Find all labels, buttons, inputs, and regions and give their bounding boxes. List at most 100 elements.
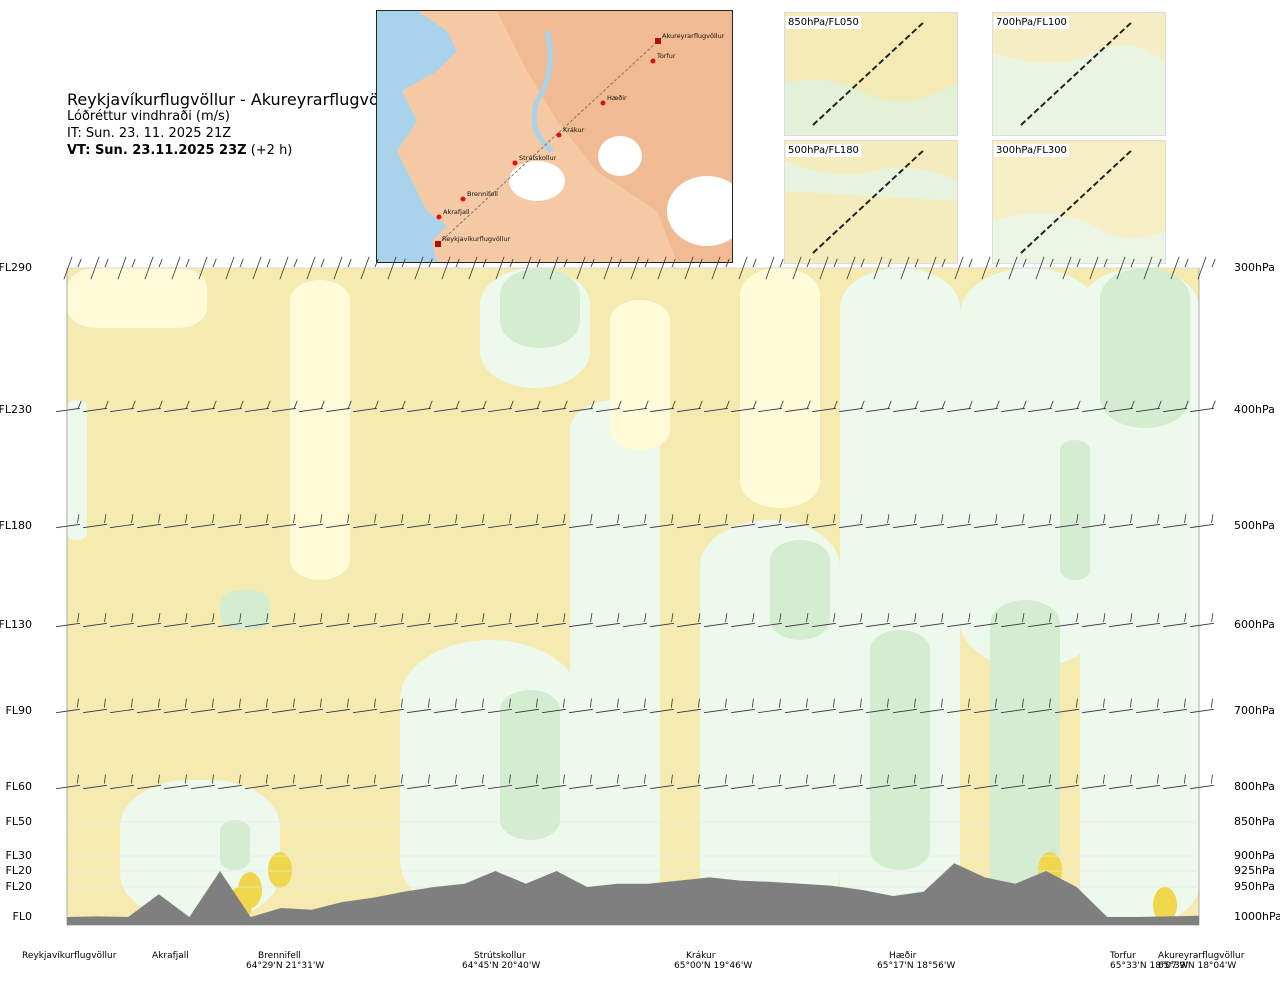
wind-barb [812, 613, 836, 628]
wind-barb [515, 400, 541, 413]
wind-barb [488, 514, 512, 529]
flight-level-label: FL90 [5, 704, 32, 717]
map-station[interactable]: Akrafjall [436, 208, 470, 220]
wind-barb [441, 256, 460, 280]
map-station-label: Brennifell [467, 190, 498, 198]
wind-barb [326, 613, 350, 628]
wind-barb [596, 613, 620, 628]
wind-barb [623, 514, 647, 529]
wind-barb [1035, 256, 1054, 280]
map-station[interactable]: Strútskollur [512, 154, 557, 166]
wind-barb [495, 256, 514, 280]
wind-barb [164, 774, 188, 790]
wind-barb [488, 698, 512, 714]
valid-time: VT: Sun. 23.11.2025 23Z (+2 h) [67, 143, 292, 158]
station-name: Hæðir [889, 951, 917, 961]
wind-barb [1163, 514, 1187, 529]
wind-barb [974, 613, 998, 628]
wind-barb [630, 256, 649, 280]
wind-barb [56, 698, 80, 714]
thumb-300[interactable]: 300hPa/FL300 [992, 140, 1166, 264]
wind-barb [569, 514, 593, 529]
station-name: Akureyrarflugvöllur [1158, 951, 1245, 961]
wind-barb [1109, 400, 1135, 413]
wind-barb [1163, 698, 1187, 714]
thumb-850[interactable]: 850hPa/FL050 [784, 12, 958, 136]
wind-barb [299, 514, 323, 529]
pressure-level-label: 850hPa [1234, 815, 1275, 828]
wind-barb [353, 698, 377, 714]
wind-barb [731, 698, 755, 714]
wind-barb [110, 514, 134, 529]
wind-barb [569, 613, 593, 628]
wind-barb [164, 698, 188, 714]
wind-barb [596, 774, 620, 790]
flight-level-label: FL50 [5, 815, 32, 828]
wind-barb [515, 514, 539, 529]
wind-barb [380, 698, 404, 714]
wind-barb [920, 400, 946, 413]
thumb-500[interactable]: 500hPa/FL180 [784, 140, 958, 264]
wind-barb [245, 400, 271, 413]
wind-barb [974, 514, 998, 529]
wind-barb [1028, 613, 1052, 628]
map-station[interactable]: Krákur [556, 126, 585, 138]
pressure-level-label: 800hPa [1234, 780, 1275, 793]
map-station[interactable]: Hæðir [600, 94, 628, 106]
map-station[interactable]: Torfur [650, 52, 676, 64]
wind-barb [1055, 613, 1079, 628]
thumb-850-svg [785, 13, 957, 135]
pressure-level-label: 950hPa [1234, 880, 1275, 893]
map-station[interactable]: Akureyrarflugvöllur [655, 32, 725, 44]
map-station-label: Reykjavíkurflugvöllur [442, 235, 511, 243]
wind-barb [1062, 256, 1081, 280]
map-station[interactable]: Brennifell [460, 190, 499, 202]
wind-barb [657, 256, 676, 280]
wind-barb [245, 774, 269, 790]
wind-barb [1008, 256, 1027, 280]
station-label: Krákur 65°00'N 19°46'W [674, 951, 752, 971]
wind-barb [542, 774, 566, 790]
map-station[interactable]: Reykjavíkurflugvöllur [435, 235, 511, 247]
map-station-label: Hæðir [607, 94, 627, 102]
wind-barb [812, 400, 838, 413]
flight-level-label: FL20 [5, 864, 32, 877]
wind-barb [650, 400, 676, 413]
flight-level-label: FL0 [12, 910, 32, 923]
wind-barb [650, 698, 674, 714]
station-name: Torfur [1110, 951, 1136, 961]
station-name: Strútskollur [474, 951, 526, 961]
station-name: Krákur [686, 951, 716, 961]
wind-barb [846, 256, 865, 280]
thumb-700[interactable]: 700hPa/FL100 [992, 12, 1166, 136]
wind-barb [171, 256, 190, 280]
wind-barb [164, 400, 190, 413]
wind-barb [785, 698, 809, 714]
station-coordinates: 64°45'N 20°40'W [462, 961, 541, 971]
wind-barb [137, 514, 161, 529]
flight-level-label: FL290 [0, 261, 32, 274]
wind-barb [515, 613, 539, 628]
wind-barb [839, 514, 863, 529]
wind-barb [1197, 256, 1216, 280]
map-station-label: Krákur [563, 126, 585, 134]
wind-barb [758, 514, 782, 529]
wind-barb [110, 774, 134, 790]
station-label: Akureyrarflugvöllur 65°39'N 18°04'W [1158, 951, 1244, 971]
glacier-vatnajokull [667, 176, 732, 246]
wind-barb [866, 514, 890, 529]
route-map-svg: Akureyrarflugvöllur Torfur Hæðir Krákur Strú… [397, 11, 732, 262]
wind-barb [1163, 774, 1187, 790]
initial-time: IT: Sun. 23. 11. 2025 21Z [67, 126, 232, 141]
wind-barb [461, 613, 485, 628]
station-coordinates: 64°29'N 21°31'W [246, 961, 325, 971]
wind-barb [407, 774, 431, 790]
wind-barb [542, 698, 566, 714]
wind-barb [704, 400, 730, 413]
wind-barb [704, 698, 728, 714]
wind-barb [245, 514, 269, 529]
route-map: Akureyrarflugvöllur Torfur Hæðir Krákur Strú… [376, 10, 733, 263]
wind-barb [137, 613, 161, 628]
wind-barb [819, 256, 838, 280]
wind-barb [758, 698, 782, 714]
